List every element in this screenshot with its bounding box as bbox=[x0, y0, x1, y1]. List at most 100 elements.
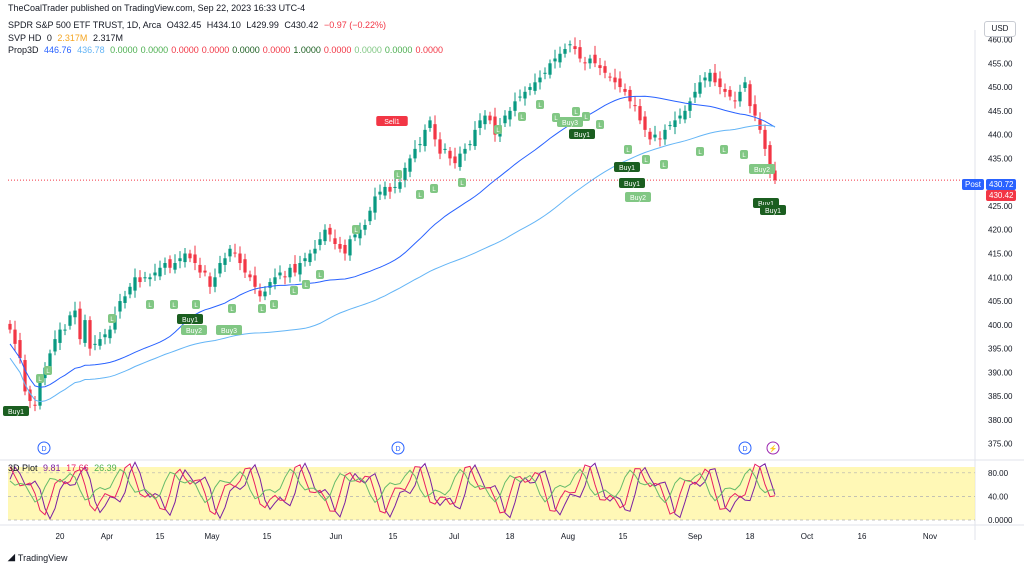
long-marker[interactable] bbox=[170, 300, 178, 309]
long-marker-label: L bbox=[554, 116, 558, 122]
signal-badge[interactable] bbox=[569, 129, 595, 139]
dividend-event-label: D bbox=[41, 446, 46, 453]
price-tick-label: 445.00 bbox=[988, 107, 1013, 116]
osc-v2: 17.66 bbox=[66, 463, 89, 473]
signal-badge[interactable] bbox=[614, 162, 640, 172]
time-tick-label: 15 bbox=[389, 532, 398, 541]
dividend-event-icon[interactable] bbox=[37, 441, 51, 455]
long-marker[interactable] bbox=[44, 366, 52, 375]
candle-body bbox=[708, 72, 712, 82]
long-marker[interactable] bbox=[458, 178, 466, 187]
long-marker[interactable] bbox=[36, 374, 44, 383]
long-marker-label: L bbox=[38, 377, 42, 383]
tradingview-watermark[interactable]: ◢ TradingView bbox=[8, 552, 67, 563]
long-marker[interactable] bbox=[108, 314, 116, 323]
long-marker-label: L bbox=[110, 317, 114, 323]
symbol-title[interactable]: SPDR S&P 500 ETF TRUST, 1D, Arca bbox=[8, 20, 162, 30]
candle-body bbox=[228, 248, 232, 257]
long-marker[interactable] bbox=[582, 112, 590, 121]
long-marker[interactable] bbox=[192, 300, 200, 309]
time-tick-label: May bbox=[204, 532, 219, 541]
signal-badge[interactable] bbox=[177, 314, 203, 324]
signal-badge[interactable] bbox=[376, 116, 408, 126]
watermark-text: TradingView bbox=[17, 552, 68, 563]
candle-body bbox=[88, 320, 92, 349]
osc-legend[interactable]: 3D Plot 9.81 17.66 26.39 bbox=[8, 463, 120, 473]
dividend-event-icon[interactable] bbox=[738, 441, 752, 455]
dividend-event-icon[interactable] bbox=[391, 441, 405, 455]
long-marker[interactable] bbox=[720, 145, 728, 154]
candle-body bbox=[243, 259, 247, 273]
candle-body bbox=[53, 339, 57, 352]
price-tick-label: 400.00 bbox=[988, 321, 1013, 330]
long-marker-label: L bbox=[148, 303, 152, 309]
signal-badge-label: Buy1 bbox=[8, 409, 24, 416]
candle-body bbox=[693, 91, 697, 98]
long-marker[interactable] bbox=[258, 304, 266, 313]
long-marker[interactable] bbox=[518, 112, 526, 121]
candle-body bbox=[118, 301, 122, 312]
prop-value: 0.0000 bbox=[232, 45, 260, 55]
split-event-icon[interactable] bbox=[766, 441, 780, 455]
long-marker[interactable] bbox=[642, 155, 650, 164]
long-marker[interactable] bbox=[596, 120, 604, 129]
candle-body bbox=[578, 47, 582, 59]
long-marker[interactable] bbox=[302, 280, 310, 289]
long-marker[interactable] bbox=[696, 147, 704, 156]
signal-badge[interactable] bbox=[557, 117, 583, 127]
prop-line[interactable]: Prop3D 446.76 436.78 0.0000 0.0000 0.0000 0… bbox=[8, 45, 449, 55]
svp-line[interactable]: SVP HD 0 2.317M 2.317M bbox=[8, 33, 126, 43]
long-marker-label: L bbox=[662, 163, 666, 169]
long-marker-label: L bbox=[194, 303, 198, 309]
long-marker[interactable] bbox=[394, 170, 402, 179]
signal-badge[interactable] bbox=[749, 164, 775, 174]
split-event-label: ⚡ bbox=[769, 444, 778, 453]
long-marker[interactable] bbox=[572, 107, 580, 116]
candle-body bbox=[633, 105, 637, 107]
long-marker[interactable] bbox=[290, 286, 298, 295]
candle-body bbox=[403, 167, 407, 181]
candle-body bbox=[263, 291, 267, 297]
signal-badge[interactable] bbox=[3, 406, 29, 416]
candle-body bbox=[733, 100, 737, 102]
price-tick-label: 375.00 bbox=[988, 440, 1013, 449]
long-marker[interactable] bbox=[536, 100, 544, 109]
time-tick-label: Jun bbox=[330, 532, 343, 541]
candle-body bbox=[458, 153, 462, 167]
long-marker[interactable] bbox=[494, 125, 502, 134]
long-marker-label: L bbox=[584, 115, 588, 121]
time-tick-label: Nov bbox=[923, 532, 937, 541]
long-marker[interactable] bbox=[624, 145, 632, 154]
long-marker[interactable] bbox=[740, 150, 748, 159]
long-marker[interactable] bbox=[146, 300, 154, 309]
candle-body bbox=[353, 234, 357, 238]
currency-button[interactable]: USD bbox=[984, 21, 1016, 37]
signal-badge[interactable] bbox=[760, 205, 786, 215]
long-marker[interactable] bbox=[316, 270, 324, 279]
signal-badge[interactable] bbox=[625, 192, 651, 202]
long-marker[interactable] bbox=[228, 304, 236, 313]
candle-body bbox=[418, 144, 422, 146]
signal-badge[interactable] bbox=[181, 325, 207, 335]
long-marker[interactable] bbox=[270, 300, 278, 309]
prop-value: 0.0000 bbox=[201, 45, 230, 55]
candle-body bbox=[58, 329, 62, 343]
long-marker[interactable] bbox=[430, 184, 438, 193]
candle-body bbox=[488, 115, 492, 121]
candle-body bbox=[68, 315, 72, 326]
candle-body bbox=[198, 264, 202, 273]
long-marker[interactable] bbox=[660, 160, 668, 169]
candle-body bbox=[728, 89, 732, 97]
long-marker-label: L bbox=[538, 103, 542, 109]
long-marker[interactable] bbox=[352, 225, 360, 234]
price-tick-label: 455.00 bbox=[988, 59, 1013, 68]
signal-badge-label: Buy1 bbox=[765, 208, 781, 215]
signal-badge[interactable] bbox=[216, 325, 242, 335]
price-tick-label: 425.00 bbox=[988, 202, 1013, 211]
signal-badge[interactable] bbox=[619, 178, 645, 188]
long-marker[interactable] bbox=[552, 113, 560, 122]
long-marker[interactable] bbox=[416, 190, 424, 199]
candle-body bbox=[608, 76, 612, 78]
